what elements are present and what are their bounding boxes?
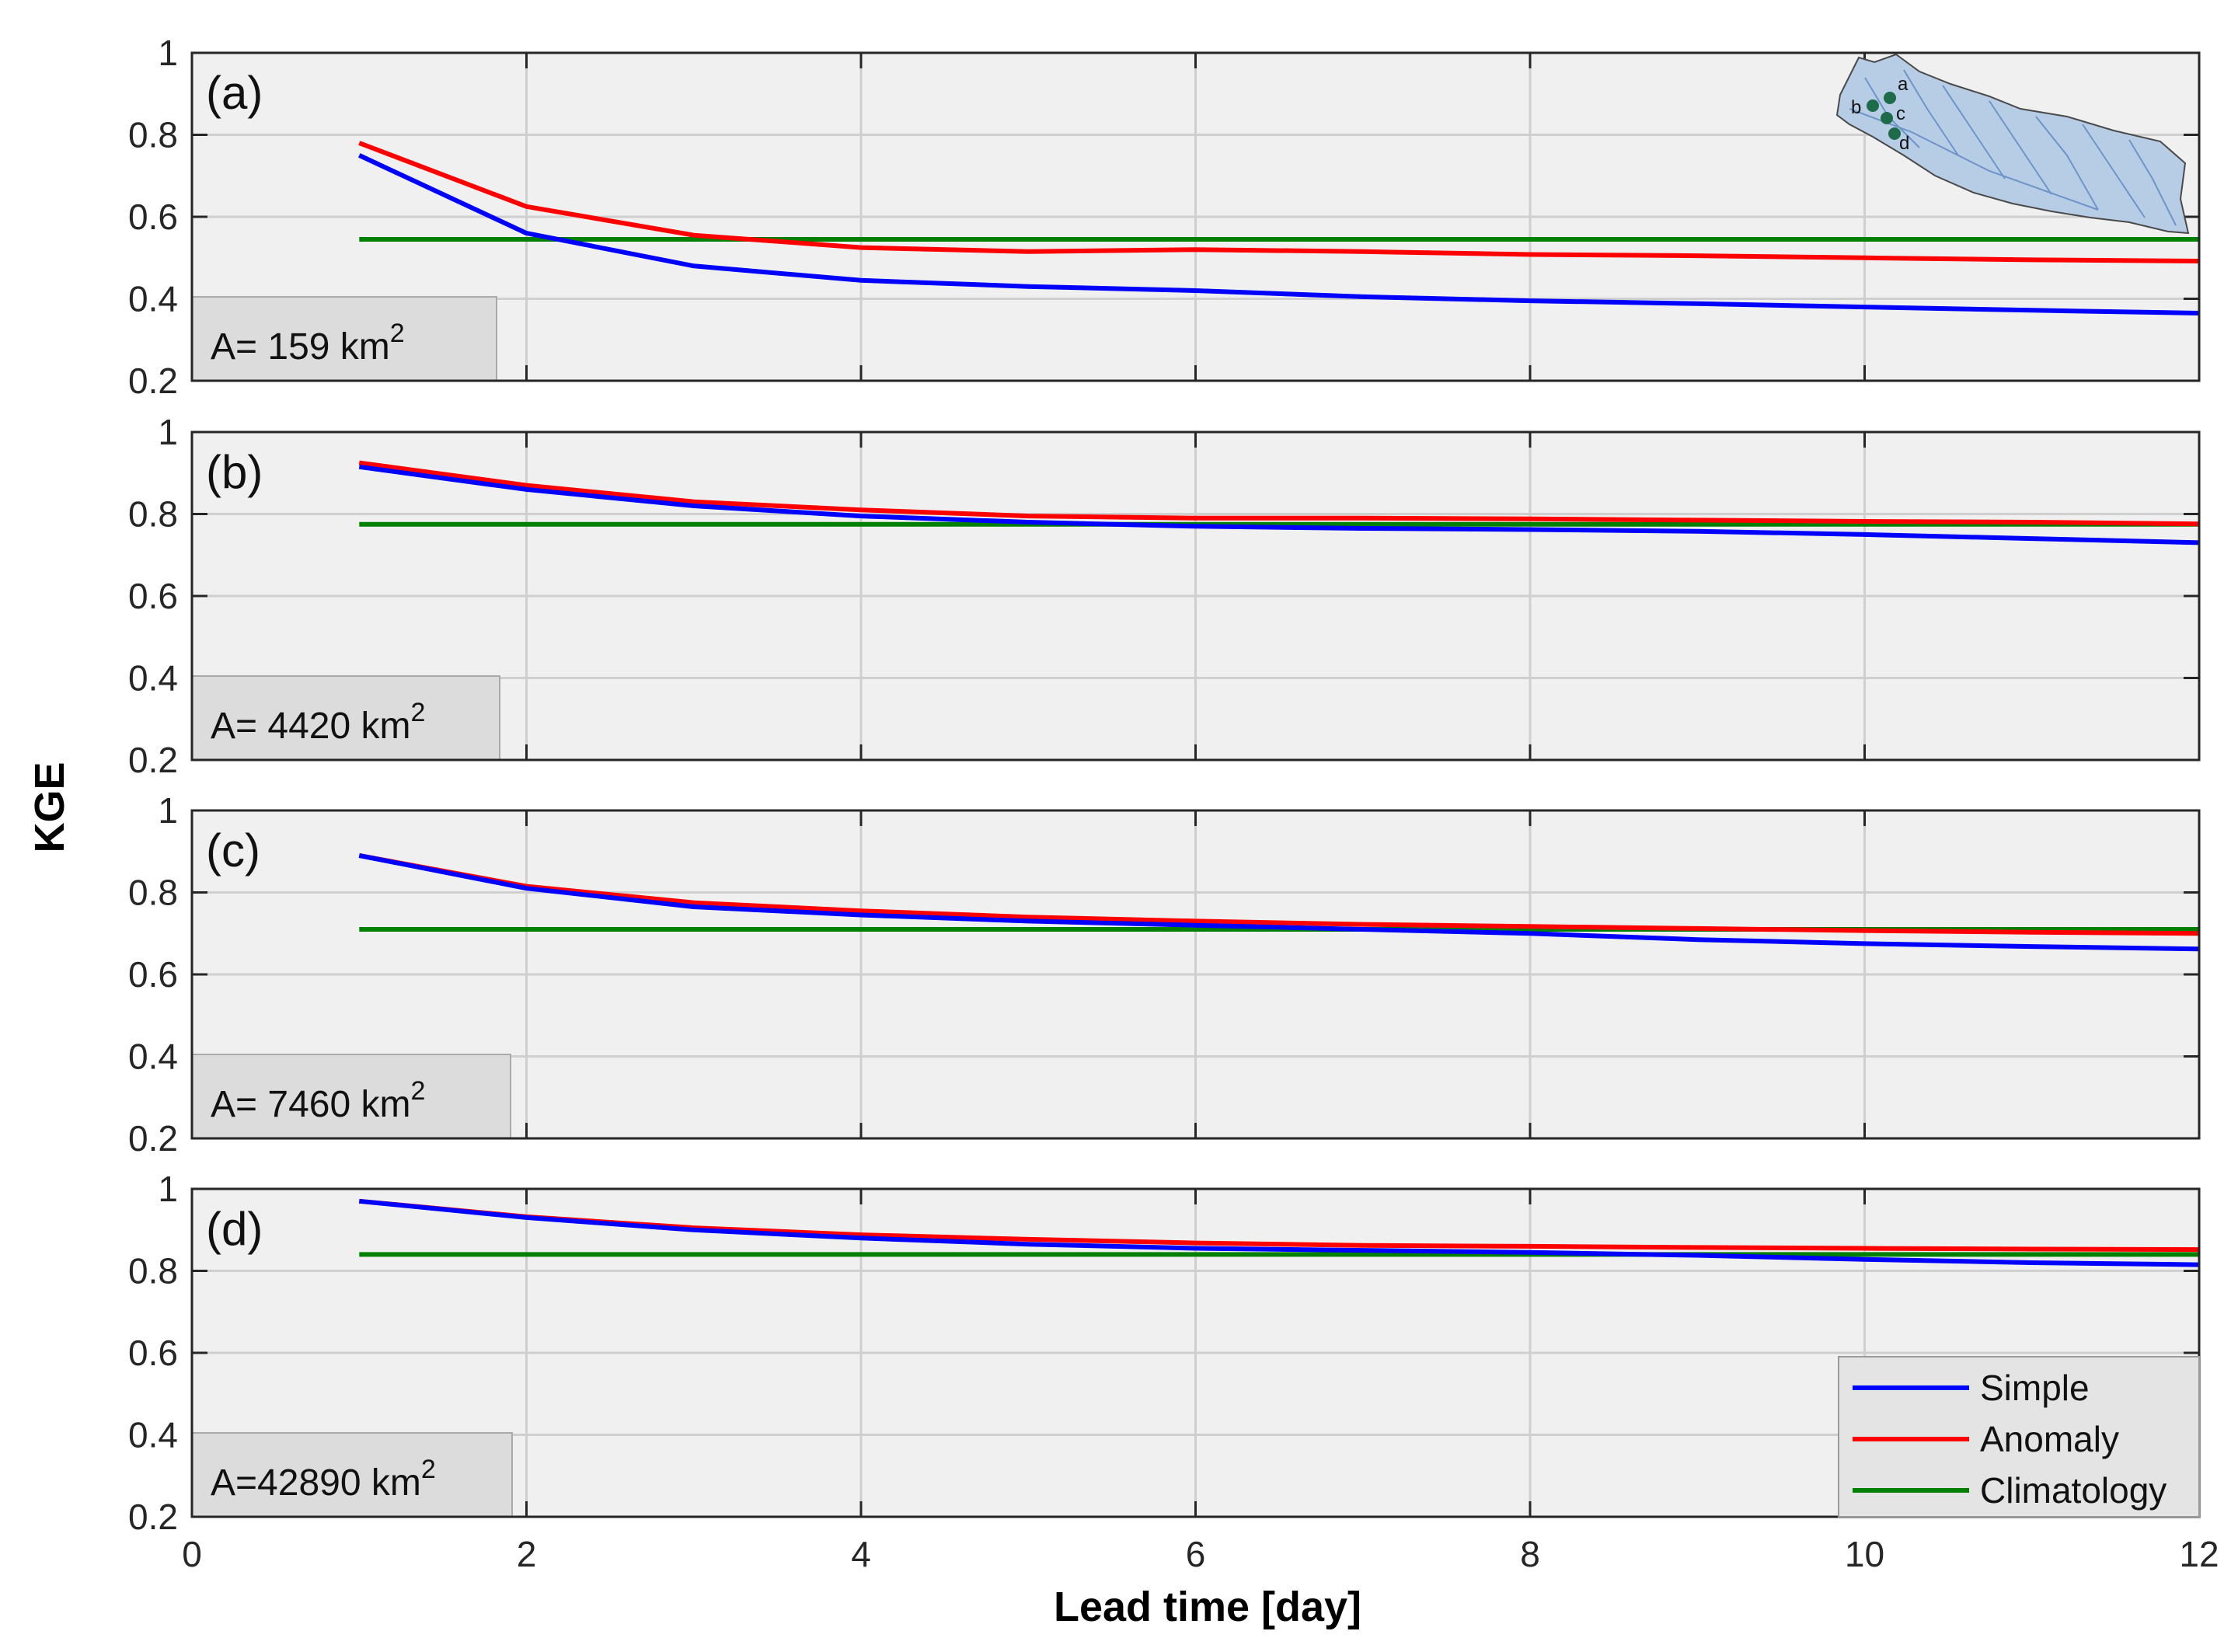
area-annotation: A= 4420 km2 [211,698,425,747]
x-tick-label: 10 [1845,1534,1884,1574]
y-tick-label: 1 [158,412,178,452]
panel-label: (b) [206,446,263,498]
y-tick-label: 0.4 [128,1037,178,1077]
axes-frame [190,51,2201,382]
panel-label: (d) [206,1203,263,1255]
y-tick-label: 0.4 [128,658,178,699]
area-superscript: 2 [410,1076,425,1106]
y-axis-label: KGE [26,762,73,852]
panel-label: (c) [206,824,260,877]
series-line-anomaly [358,141,2200,263]
inset-river [2082,124,2146,218]
inset-river [2128,139,2177,226]
area-superscript: 2 [390,319,405,348]
inset-river [2035,116,2099,211]
series-line-simple [359,1198,2200,1267]
y-tick-label: 1 [158,1169,178,1209]
area-value: A= 4420 km [211,706,410,747]
x-axis-label: Lead time [day] [1054,1584,1361,1630]
x-tick-label: 2 [517,1534,537,1574]
legend-label-simple: Simple [1980,1368,2090,1408]
y-tick-label: 1 [158,33,178,73]
inset-country-shape [1835,53,2190,235]
series-line-simple [358,464,2200,545]
inset-point-label: c [1896,103,1905,124]
panel-a: 0.2 0.4 0.6 0.8 1 (a) A= 159 km2 a b cd [128,33,2201,401]
area-annotation-box [191,675,500,761]
axes-frame [190,809,2201,1140]
y-tick-label: 0.6 [128,1333,178,1373]
legend-label-climatology: Climatology [1980,1470,2167,1511]
inset-point-a [1884,92,1896,104]
y-tick-label: 0.4 [128,1415,178,1455]
area-annotation-box [191,1054,511,1139]
panel-label: (a) [206,67,263,119]
area-value: A= 7460 km [211,1084,410,1125]
x-tick-label: 4 [851,1534,871,1574]
area-value: A= 159 km [211,326,390,368]
panel-b: 0.2 0.4 0.6 0.8 1 (b) A= 4420 km2 [128,412,2201,780]
area-superscript: 2 [410,698,425,727]
y-tick-label: 0.2 [128,1497,178,1537]
inset-point-c [1881,112,1893,124]
area-annotation: A= 159 km2 [211,319,405,368]
area-annotation: A= 7460 km2 [211,1076,425,1125]
inset-river [1903,69,1959,156]
y-tick-label: 0.8 [128,494,178,535]
series-line-anomaly [358,460,2200,527]
area-annotation-box [191,296,497,382]
panel-d: 0.2 0.4 0.6 0.8 1 (d) A=42890 km2 [128,1169,2201,1537]
y-tick-label: 0.6 [128,954,178,995]
y-tick-label: 0.6 [128,576,178,616]
area-value: A=42890 km [211,1462,421,1504]
y-tick-label: 0.8 [128,115,178,155]
inset-river [1849,108,2099,211]
x-tick-label: 0 [182,1534,202,1574]
series-line-simple [358,853,2200,952]
x-tick-label: 12 [2179,1534,2219,1574]
axes-frame [190,430,2201,762]
panel-c: 0.2 0.4 0.6 0.8 1 (c) A= 7460 km2 [128,790,2201,1159]
y-tick-label: 1 [158,790,178,831]
inset-river [1989,100,2052,195]
inset-river [1942,85,2006,179]
series-line-simple [358,153,2200,315]
y-tick-label: 0.2 [128,740,178,780]
x-tick-label: 6 [1186,1534,1206,1574]
x-tick-label: 8 [1520,1534,1540,1574]
inset-point-label: a [1898,74,1909,95]
y-tick-label: 0.2 [128,361,178,401]
axes-frame [190,1187,2201,1518]
legend-label-anomaly: Anomaly [1980,1419,2119,1459]
y-tick-label: 0.4 [128,279,178,319]
series-line-anomaly [358,853,2200,936]
y-tick-label: 0.8 [128,873,178,913]
area-annotation: A=42890 km2 [211,1455,436,1504]
y-tick-label: 0.2 [128,1118,178,1159]
inset-map: a b cd [1835,53,2190,235]
y-tick-label: 0.6 [128,197,178,237]
inset-point-d [1888,127,1901,140]
legend: Simple Anomaly Climatology [1838,1356,2200,1518]
inset-point-label: d [1899,133,1909,154]
y-tick-label: 0.8 [128,1251,178,1291]
area-superscript: 2 [421,1455,436,1484]
inset-point-b [1867,99,1879,112]
inset-point-label: b [1851,97,1861,118]
